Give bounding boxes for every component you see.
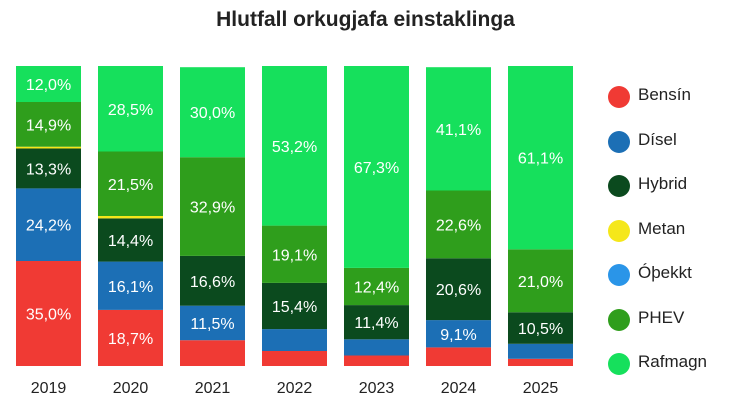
- bar-segment-2019-hybrid: [16, 148, 81, 189]
- bar-segment-2022-phev: [262, 225, 327, 283]
- bar-segment-2019-phev: [16, 102, 81, 147]
- bar-segment-2019-rafmagn: [16, 66, 81, 102]
- data-label-2020-hybrid: 14,4%: [108, 233, 153, 250]
- legend-label: Dísel: [638, 129, 677, 149]
- data-label-2025-phev: 21,0%: [518, 274, 563, 291]
- legend-label: Metan: [638, 218, 686, 238]
- bar-segment-2020-phev: [98, 151, 163, 216]
- bar-segment-2022-rafmagn: [262, 66, 327, 226]
- x-tick-label-2024: 2024: [441, 380, 477, 397]
- data-label-2025-hybrid: 10,5%: [518, 321, 563, 338]
- bar-segment-2020-bensín: [98, 309, 163, 366]
- data-label-2020-dísel: 16,1%: [108, 279, 153, 296]
- data-label-2024-dísel: 9,1%: [440, 327, 476, 344]
- bar-segment-2022-dísel: [262, 329, 327, 351]
- legend-label: Óþekkt: [638, 263, 692, 282]
- legend-label: Hybrid: [638, 174, 688, 193]
- legend-label: PHEV: [638, 307, 685, 327]
- data-label-2023-phev: 12,4%: [354, 280, 399, 297]
- x-tick-label-2022: 2022: [277, 380, 313, 397]
- data-label-2024-hybrid: 20,6%: [436, 282, 481, 299]
- bar-segment-2023-bensín: [344, 355, 409, 366]
- data-label-2022-hybrid: 15,4%: [272, 299, 317, 316]
- data-label-2023-hybrid: 11,4%: [354, 315, 398, 332]
- legend-swatch: [608, 308, 630, 331]
- bar-segment-2022-hybrid: [262, 282, 327, 330]
- bar-segment-2020-dísel: [98, 261, 163, 310]
- bar-segment-2023-rafmagn: [344, 66, 409, 268]
- data-label-2020-rafmagn: 28,5%: [108, 102, 153, 119]
- x-tick-label-2020: 2020: [113, 380, 149, 397]
- bar-segment-2023-dísel: [344, 339, 409, 356]
- legend-swatch: [608, 175, 630, 197]
- bar-segment-2021-dísel: [180, 305, 245, 341]
- legend-label: Bensín: [638, 85, 691, 104]
- bar-segment-2025-dísel: [508, 343, 573, 359]
- bar-segment-2020-rafmagn: [98, 66, 163, 152]
- data-label-2025-rafmagn: 61,1%: [518, 151, 563, 168]
- x-tick-label-2025: 2025: [523, 380, 559, 397]
- bar-segment-2024-hybrid: [426, 258, 491, 321]
- bar-segment-2019-metan: [16, 146, 81, 149]
- data-label-2020-bensín: 18,7%: [108, 331, 153, 348]
- bar-segment-2021-rafmagn: [180, 67, 245, 158]
- bar-segment-2023-phev: [344, 267, 409, 306]
- bar-segment-2024-bensín: [426, 347, 491, 366]
- bar-segment-2021-phev: [180, 157, 245, 256]
- bar-segment-2019-bensín: [16, 261, 81, 366]
- data-label-2023-rafmagn: 67,3%: [354, 160, 399, 177]
- data-label-2021-rafmagn: 30,0%: [190, 105, 235, 122]
- data-label-2019-phev: 14,9%: [26, 117, 71, 134]
- data-label-2022-phev: 19,1%: [272, 247, 317, 264]
- data-label-2021-dísel: 11,5%: [190, 316, 234, 333]
- legend-swatch: [608, 264, 630, 286]
- bar-segment-2024-phev: [426, 190, 491, 259]
- bar-segment-2025-bensín: [508, 358, 573, 366]
- data-label-2020-phev: 21,5%: [108, 177, 153, 194]
- bar-segment-2021-hybrid: [180, 255, 245, 306]
- data-label-2019-bensín: 35,0%: [26, 307, 71, 324]
- bar-segment-2024-rafmagn: [426, 67, 491, 191]
- data-label-2024-rafmagn: 41,1%: [436, 122, 481, 139]
- x-tick-label-2023: 2023: [359, 380, 395, 397]
- bar-segment-2024-dísel: [426, 320, 491, 348]
- data-label-2019-dísel: 24,2%: [26, 218, 71, 235]
- legend-swatch: [608, 219, 630, 242]
- bar-segment-2023-hybrid: [344, 305, 409, 340]
- bar-segment-2022-bensín: [262, 351, 327, 366]
- data-label-2021-phev: 32,9%: [190, 200, 235, 217]
- chart-title: Hlutfall orkugjafa einstaklinga: [216, 8, 515, 31]
- bar-segment-2020-metan: [98, 216, 163, 219]
- data-label-2024-phev: 22,6%: [436, 217, 481, 234]
- legend-swatch: [608, 130, 630, 153]
- bar-segment-2025-hybrid: [508, 312, 573, 344]
- data-label-2021-hybrid: 16,6%: [190, 274, 235, 291]
- bar-segment-2025-rafmagn: [508, 66, 573, 250]
- data-label-2022-rafmagn: 53,2%: [272, 139, 317, 156]
- legend-label: Rafmagn: [638, 352, 707, 371]
- bar-segment-2019-dísel: [16, 188, 81, 261]
- legend-swatch: [608, 86, 630, 108]
- bar-segment-2020-hybrid: [98, 218, 163, 262]
- legend-swatch: [608, 353, 630, 375]
- bar-segment-2025-phev: [508, 249, 573, 313]
- data-label-2019-hybrid: 13,3%: [26, 161, 71, 178]
- x-tick-label-2021: 2021: [195, 380, 231, 397]
- x-tick-label-2019: 2019: [31, 380, 67, 397]
- data-label-2019-rafmagn: 12,0%: [26, 77, 71, 94]
- bar-segment-2021-bensín: [180, 340, 245, 366]
